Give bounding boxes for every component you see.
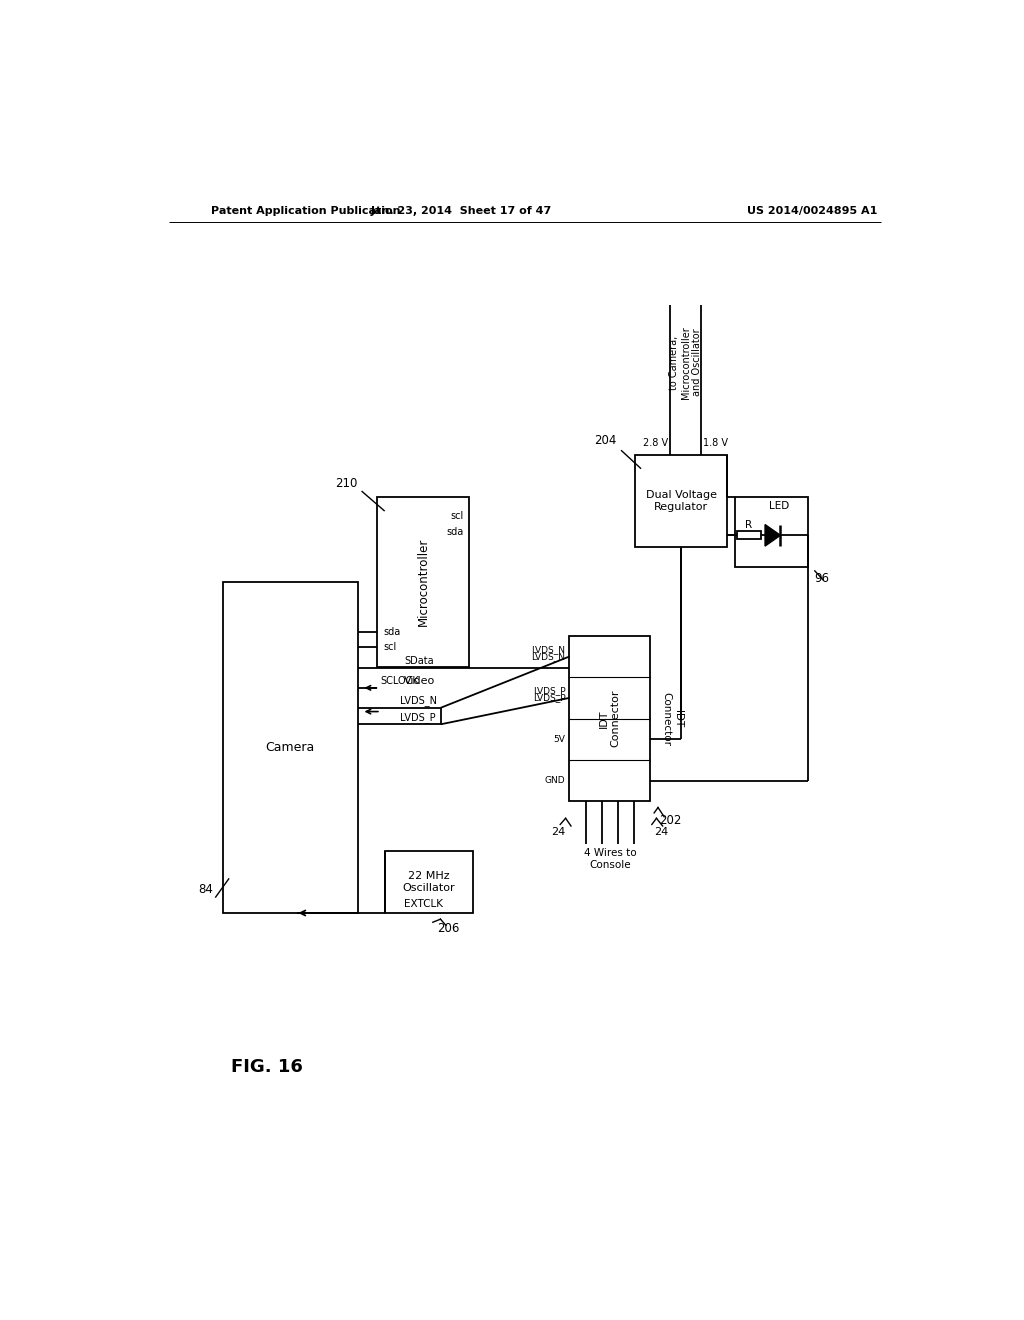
- Bar: [223, 582, 357, 913]
- Text: LVDS_N: LVDS_N: [531, 652, 565, 661]
- Text: SData: SData: [403, 656, 433, 667]
- Bar: [635, 455, 727, 548]
- Text: sda: sda: [445, 527, 463, 537]
- Text: Camera: Camera: [265, 741, 315, 754]
- Text: Patent Application Publication: Patent Application Publication: [211, 206, 401, 215]
- Text: 22 MHz
Oscillator: 22 MHz Oscillator: [402, 871, 456, 894]
- Text: LED: LED: [769, 502, 790, 511]
- Bar: [377, 498, 469, 667]
- Text: scl: scl: [450, 511, 463, 521]
- Text: LVDS_N: LVDS_N: [400, 696, 437, 706]
- Text: sda: sda: [383, 627, 400, 638]
- Text: to Camera,
Microcontroller
and Oscillator: to Camera, Microcontroller and Oscillato…: [669, 326, 702, 399]
- Text: LVDS_N: LVDS_N: [531, 645, 565, 655]
- Text: IDT
Connector: IDT Connector: [662, 692, 683, 746]
- Text: 210: 210: [335, 477, 357, 490]
- Text: Microcontroller: Microcontroller: [417, 537, 430, 626]
- Text: Jan. 23, 2014  Sheet 17 of 47: Jan. 23, 2014 Sheet 17 of 47: [371, 206, 552, 215]
- Bar: [735, 498, 808, 566]
- Text: 1.8 V: 1.8 V: [703, 438, 728, 449]
- Text: scl: scl: [383, 643, 396, 652]
- Text: 24: 24: [654, 828, 669, 837]
- Text: LVDS_P: LVDS_P: [532, 693, 565, 702]
- Text: 204: 204: [595, 434, 616, 447]
- Text: FIG. 16: FIG. 16: [230, 1059, 302, 1076]
- Text: 2.8 V: 2.8 V: [643, 438, 669, 449]
- Text: LVDS_P: LVDS_P: [532, 686, 565, 696]
- Text: R: R: [745, 520, 753, 531]
- Text: 96: 96: [814, 572, 829, 585]
- Text: Dual Voltage
Regulator: Dual Voltage Regulator: [645, 490, 717, 512]
- Text: GND: GND: [545, 776, 565, 785]
- Bar: [385, 851, 473, 913]
- Text: 84: 84: [199, 883, 213, 896]
- Text: 206: 206: [436, 921, 459, 935]
- Polygon shape: [765, 524, 780, 546]
- Text: 5V: 5V: [554, 735, 565, 743]
- Bar: [736, 532, 761, 539]
- Text: LVDS_P: LVDS_P: [400, 711, 435, 723]
- Text: EXTCLK: EXTCLK: [403, 899, 443, 908]
- Text: IDT
Connector: IDT Connector: [599, 690, 621, 747]
- Text: Video: Video: [403, 676, 435, 686]
- Text: US 2014/0024895 A1: US 2014/0024895 A1: [746, 206, 877, 215]
- Text: 4 Wires to
Console: 4 Wires to Console: [584, 849, 636, 870]
- Text: 202: 202: [659, 814, 682, 828]
- Text: SCLOCK: SCLOCK: [381, 676, 420, 686]
- Text: 24: 24: [551, 828, 565, 837]
- Bar: [569, 636, 650, 801]
